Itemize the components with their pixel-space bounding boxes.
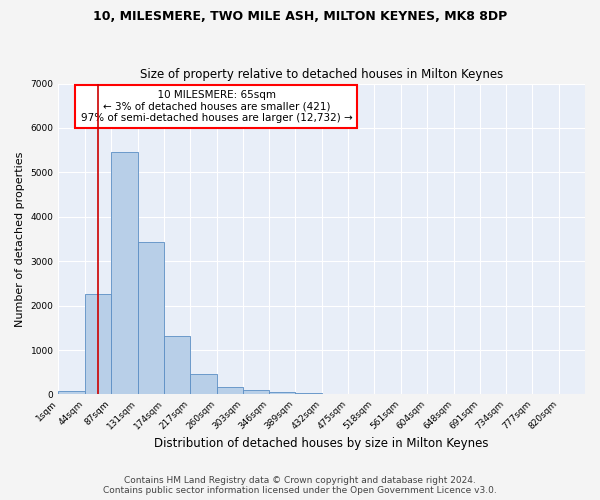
Bar: [138, 242, 164, 394]
Text: 10 MILESMERE: 65sqm  
← 3% of detached houses are smaller (421)
97% of semi-deta: 10 MILESMERE: 65sqm ← 3% of detached hou…: [80, 90, 352, 123]
Bar: [190, 374, 217, 394]
Text: 10, MILESMERE, TWO MILE ASH, MILTON KEYNES, MK8 8DP: 10, MILESMERE, TWO MILE ASH, MILTON KEYN…: [93, 10, 507, 23]
Bar: [164, 336, 190, 394]
Bar: [243, 390, 269, 394]
Bar: [85, 294, 111, 394]
Bar: [269, 392, 295, 394]
Bar: [111, 152, 138, 394]
Y-axis label: Number of detached properties: Number of detached properties: [15, 152, 25, 326]
Bar: [217, 386, 243, 394]
Text: Contains HM Land Registry data © Crown copyright and database right 2024.
Contai: Contains HM Land Registry data © Crown c…: [103, 476, 497, 495]
Bar: [295, 392, 322, 394]
X-axis label: Distribution of detached houses by size in Milton Keynes: Distribution of detached houses by size …: [154, 437, 489, 450]
Bar: [58, 390, 85, 394]
Title: Size of property relative to detached houses in Milton Keynes: Size of property relative to detached ho…: [140, 68, 503, 81]
